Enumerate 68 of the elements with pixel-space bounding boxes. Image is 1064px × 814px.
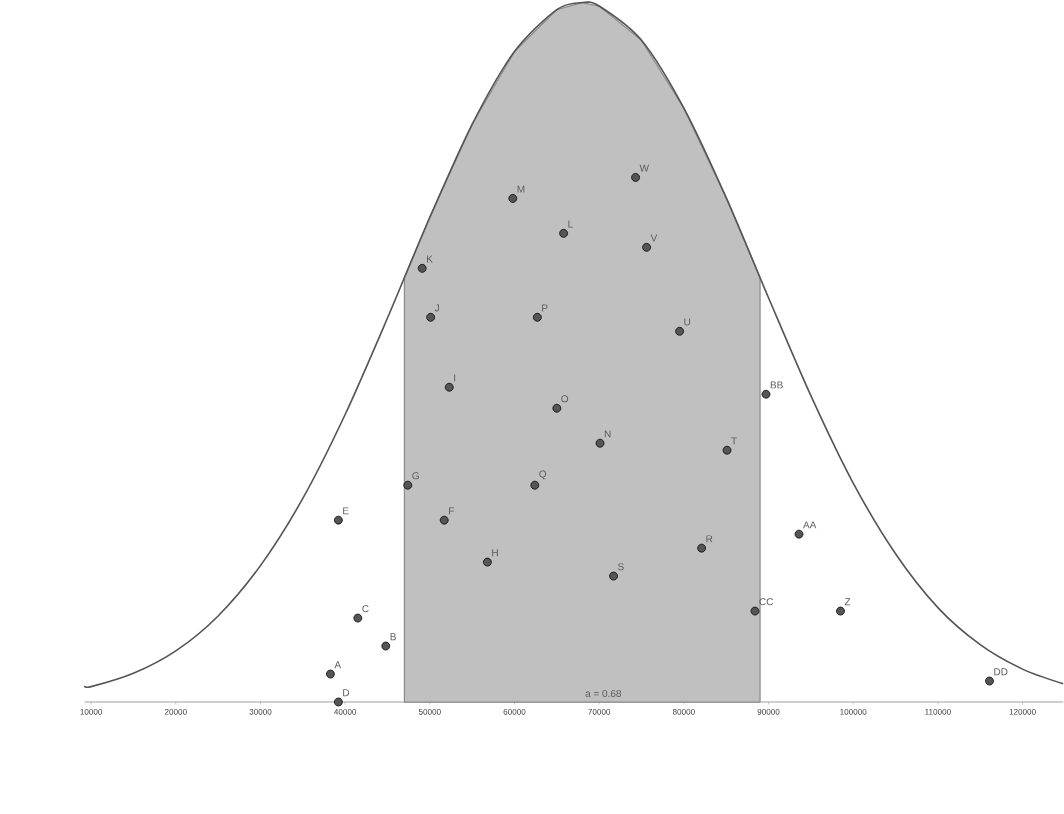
annotation: G [412,472,419,480]
x-tick-label: 60000 [503,708,526,715]
point [403,480,413,490]
x-tick-label: 30000 [249,708,272,715]
annotation: A [334,661,342,669]
point [333,515,343,525]
x-tick-label: 40000 [334,708,357,715]
annotation: E [343,507,349,515]
x-tick-label: 10000 [80,708,103,715]
annotation: R [706,535,713,543]
point [532,312,542,322]
point [761,389,771,399]
annotation: V [650,234,658,242]
point [353,613,363,623]
annotation: DD [994,668,1008,676]
point [381,641,391,651]
annotation: H [492,549,498,557]
point [444,382,454,392]
annotation: J [434,304,439,312]
annotation: D [343,689,350,697]
point [595,438,605,448]
annotation: BB [770,381,783,389]
point [417,263,427,273]
annotation: N [604,430,611,438]
x-tick-label: 110000 [925,708,951,715]
annotation: S [618,563,624,571]
point [483,557,492,567]
point [326,669,335,679]
point [836,606,845,616]
point [559,229,568,238]
annotation: W [639,164,649,172]
point [426,312,436,322]
point [333,697,343,707]
annotation: K [427,255,433,263]
point [552,403,562,413]
annotation: a = 0.68 [585,689,622,698]
annotation: I [454,374,456,382]
annotation: U [684,318,691,326]
point [530,480,540,490]
x-tick-label: 50000 [418,708,441,715]
annotation: Z [844,598,851,606]
x-tick-label: 80000 [672,708,695,715]
point [750,606,760,616]
point [631,173,640,182]
point [675,326,684,336]
annotation: Q [539,470,547,480]
annotation: M [517,185,525,193]
annotation: O [561,395,569,403]
annotation: T [731,437,737,445]
x-tick-label: 20000 [164,708,187,715]
point [794,529,804,539]
point [985,676,994,686]
annotation: L [568,220,573,228]
point [508,194,518,203]
x-tick-label: 120000 [1009,708,1036,715]
annotation: F [449,507,454,515]
point [439,515,449,525]
point [722,445,732,455]
annotation: AA [803,521,817,529]
point [642,243,651,252]
annotation: C [362,605,369,613]
point [697,543,706,553]
point [609,571,618,581]
x-tick-label: 70000 [588,708,611,715]
x-tick-label: 100000 [840,708,867,715]
annotation: B [390,633,396,641]
annotation: P [542,304,548,312]
x-tick-label: 90000 [757,708,780,715]
